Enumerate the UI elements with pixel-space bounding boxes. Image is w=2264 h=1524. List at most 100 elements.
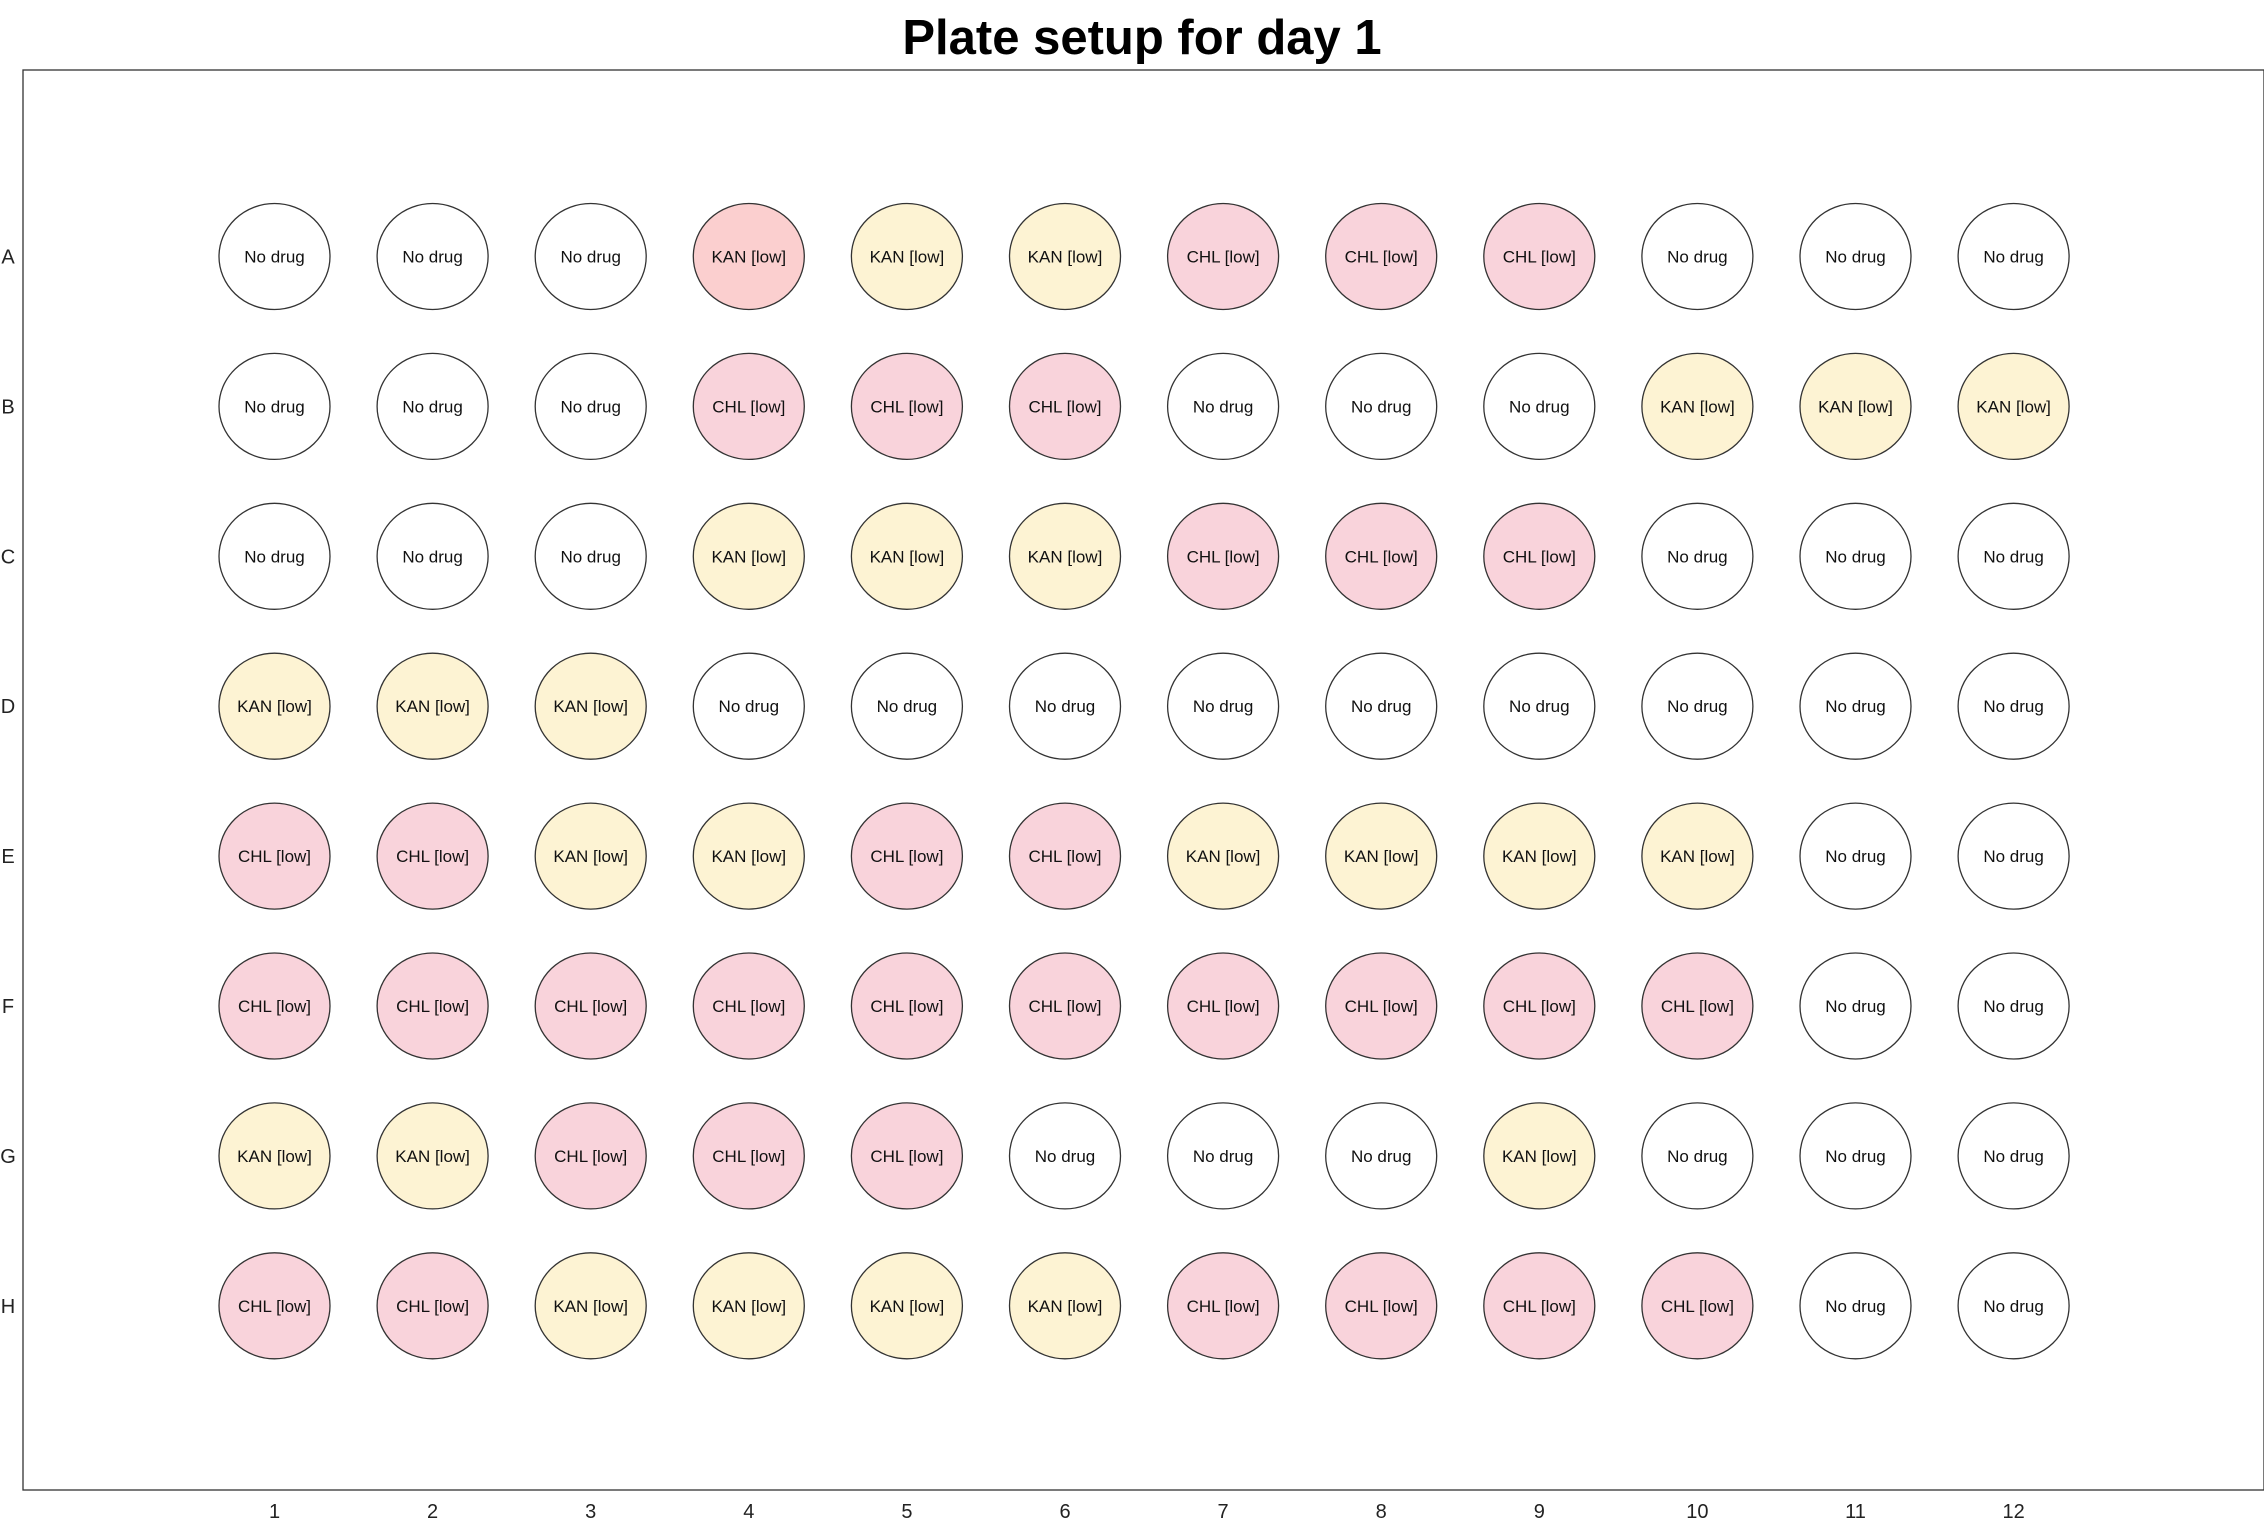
well-g10: No drug [1641,1102,1754,1210]
well-label: No drug [1509,697,1569,716]
well-circle [1166,1252,1280,1360]
well-g8: No drug [1325,1102,1438,1210]
well-e12: No drug [1957,802,2070,910]
well-e6: CHL [low] [1008,802,1122,910]
well-circle [1641,952,1754,1060]
well-label: CHL [low] [712,1147,785,1166]
well-label: No drug [1983,697,2043,716]
well-label: KAN [low] [870,547,945,566]
well-label: No drug [1667,697,1727,716]
well-label: CHL [low] [238,997,311,1016]
well-label: KAN [low] [1344,847,1419,866]
well-circle [692,202,805,311]
well-circle [1957,1102,2070,1210]
well-e3: KAN [low] [534,802,647,910]
well-f12: No drug [1957,952,2070,1060]
well-b10: KAN [low] [1641,352,1754,461]
well-circle [1166,952,1280,1060]
well-circle [1008,652,1122,760]
well-c11: No drug [1799,502,1912,610]
well-label: KAN [low] [711,248,786,267]
well-f5: CHL [low] [850,952,964,1060]
well-circle [1957,652,2070,760]
well-label: No drug [1035,697,1095,716]
well-circle [218,202,331,311]
well-f10: CHL [low] [1641,952,1754,1060]
well-d6: No drug [1008,652,1122,760]
well-b8: No drug [1325,352,1438,461]
well-h5: KAN [low] [850,1252,964,1360]
well-label: CHL [low] [712,997,785,1016]
well-circle [534,352,647,461]
well-g3: CHL [low] [534,1102,647,1210]
well-c12: No drug [1957,502,2070,610]
well-circle [692,1102,805,1210]
well-grid: No drug No drug No drug KAN [low] KAN [low] K… [218,202,2070,1360]
well-circle [1641,352,1754,461]
well-c7: CHL [low] [1166,502,1280,610]
well-g12: No drug [1957,1102,2070,1210]
well-e11: No drug [1799,802,1912,910]
well-label: CHL [low] [1187,547,1260,566]
well-circle [1325,952,1438,1060]
well-c3: No drug [534,502,647,610]
well-f6: CHL [low] [1008,952,1122,1060]
row-label-h: H [1,1296,15,1318]
well-circle [1957,352,2070,461]
well-label: No drug [1667,248,1727,267]
well-label: KAN [low] [1818,397,1893,416]
well-c10: No drug [1641,502,1754,610]
well-label: CHL [low] [870,997,943,1016]
well-circle [1008,1252,1122,1360]
column-label-8: 8 [1376,1501,1387,1523]
well-f4: CHL [low] [692,952,805,1060]
well-label: CHL [low] [1503,1297,1576,1316]
well-label: KAN [low] [1660,397,1735,416]
well-circle [1641,202,1754,311]
well-circle [692,802,805,910]
well-circle [850,652,964,760]
row-label-e: E [1,846,14,868]
plate-title: Plate setup for day 1 [902,11,1381,65]
well-circle [1483,802,1596,910]
well-label: No drug [244,248,304,267]
well-a4: KAN [low] [692,202,805,311]
well-label: No drug [1193,697,1253,716]
well-d3: KAN [low] [534,652,647,760]
well-label: No drug [402,397,462,416]
well-d1: KAN [low] [218,652,331,760]
well-d11: No drug [1799,652,1912,760]
well-circle [1325,352,1438,461]
well-d4: No drug [692,652,805,760]
well-h8: CHL [low] [1325,1252,1438,1360]
well-label: No drug [1825,248,1885,267]
well-circle [376,1102,489,1210]
well-circle [1799,1102,1912,1210]
well-circle [218,352,331,461]
well-h11: No drug [1799,1252,1912,1360]
well-circle [1799,502,1912,610]
well-label: No drug [1825,1147,1885,1166]
well-circle [376,202,489,311]
row-label-d: D [1,696,15,718]
well-circle [218,952,331,1060]
well-a6: KAN [low] [1008,202,1122,311]
well-circle [534,802,647,910]
well-h7: CHL [low] [1166,1252,1280,1360]
well-circle [1008,502,1122,610]
well-label: No drug [1667,547,1727,566]
well-e9: KAN [low] [1483,802,1596,910]
well-circle [1957,502,2070,610]
well-circle [1325,1102,1438,1210]
well-circle [1325,1252,1438,1360]
well-circle [376,802,489,910]
row-label-f: F [2,996,14,1018]
well-e1: CHL [low] [218,802,331,910]
well-circle [1483,952,1596,1060]
well-circle [534,502,647,610]
well-label: No drug [244,397,304,416]
well-a1: No drug [218,202,331,311]
well-h12: No drug [1957,1252,2070,1360]
well-label: CHL [low] [1028,997,1101,1016]
well-d2: KAN [low] [376,652,489,760]
